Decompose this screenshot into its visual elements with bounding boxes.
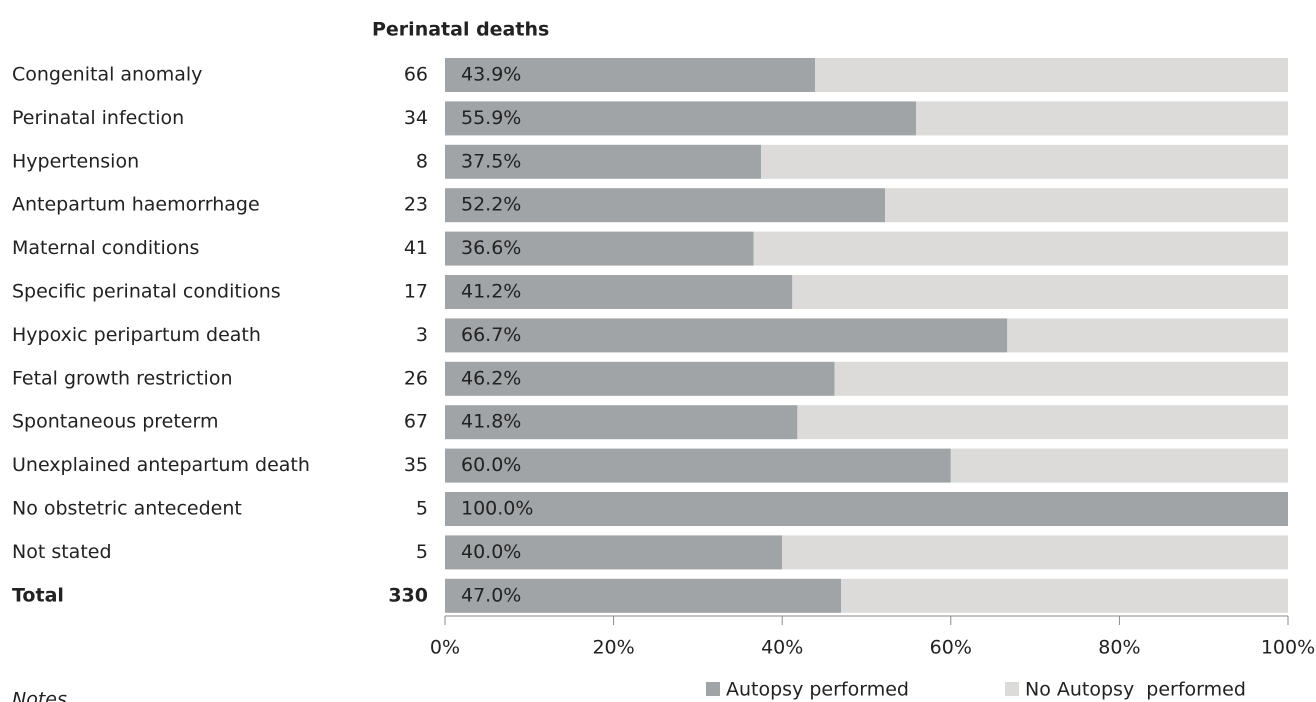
count-label: 17 (404, 281, 428, 303)
value-label: 41.8% (461, 411, 521, 433)
bar-segment (445, 188, 886, 223)
value-label: 55.9% (461, 107, 521, 129)
x-tick-label: 20% (592, 637, 634, 659)
category-label: Congenital anomaly (12, 64, 202, 86)
bar-segment (445, 144, 762, 179)
category-label: No obstetric antecedent (12, 498, 242, 520)
x-tick-label: 40% (761, 637, 803, 659)
count-label: 5 (416, 541, 428, 563)
legend-swatch (1005, 682, 1019, 696)
counts-title: Perinatal deaths (372, 19, 549, 41)
bar-segment (761, 144, 1288, 179)
category-label: Specific perinatal conditions (12, 281, 281, 303)
count-label: 26 (404, 367, 428, 389)
bar-segment (753, 231, 1288, 266)
count-label: 35 (404, 454, 428, 476)
count-label: 67 (404, 411, 428, 433)
count-label: 5 (416, 498, 428, 520)
value-label: 43.9% (461, 64, 521, 86)
bar-segment (445, 318, 1008, 353)
x-tick-label: 60% (930, 637, 972, 659)
category-label: Not stated (12, 541, 112, 563)
bar-segment (797, 405, 1288, 440)
value-label: 37.5% (461, 150, 521, 172)
bar-segment (782, 535, 1288, 570)
value-label: 47.0% (461, 584, 521, 606)
category-label: Maternal conditions (12, 237, 199, 259)
value-label: 100.0% (461, 498, 533, 520)
legend-swatch (706, 682, 720, 696)
bar-segment (445, 101, 917, 136)
note: Notes (12, 689, 67, 702)
x-tick-label: 80% (1098, 637, 1140, 659)
bar-segment (445, 275, 793, 309)
bar-segment (815, 58, 1288, 92)
count-label: 3 (416, 324, 428, 346)
value-label: 40.0% (461, 541, 521, 563)
bar-segment (445, 492, 1288, 526)
bar-segment (916, 101, 1288, 136)
category-label: Perinatal infection (12, 107, 184, 129)
legend-label: Autopsy performed (726, 679, 909, 701)
count-label: 66 (404, 64, 428, 86)
bar-segment (445, 448, 951, 483)
count-label: 34 (404, 107, 428, 129)
bar-segment (445, 578, 842, 613)
bar-segment (885, 188, 1288, 223)
count-label: 41 (404, 237, 428, 259)
category-label: Spontaneous preterm (12, 411, 219, 433)
category-label: Unexplained antepartum death (12, 454, 310, 476)
x-tick-label: 0% (430, 637, 460, 659)
value-label: 36.6% (461, 237, 521, 259)
bar-segment (445, 535, 783, 570)
value-label: 60.0% (461, 454, 521, 476)
bar-segment (834, 361, 1288, 396)
bar-segment (1007, 318, 1288, 353)
category-label: Total (12, 584, 64, 606)
category-label: Hypoxic peripartum death (12, 324, 261, 346)
category-label: Hypertension (12, 150, 139, 172)
bar-segment (445, 58, 816, 92)
value-label: 52.2% (461, 194, 521, 216)
x-tick-label: 100% (1261, 637, 1315, 659)
count-label: 330 (388, 584, 428, 606)
bar-segment (792, 275, 1288, 309)
bar-segment (950, 448, 1288, 483)
count-label: 23 (404, 194, 428, 216)
bar-segment (841, 578, 1288, 613)
value-label: 66.7% (461, 324, 521, 346)
legend-label: No Autopsy performed (1025, 679, 1246, 701)
bar-segment (445, 231, 754, 266)
bar-segment (445, 405, 798, 440)
category-label: Fetal growth restriction (12, 367, 233, 389)
value-label: 46.2% (461, 367, 521, 389)
category-label: Antepartum haemorrhage (12, 194, 260, 216)
value-label: 41.2% (461, 281, 521, 303)
count-label: 8 (416, 150, 428, 172)
bar-segment (445, 361, 835, 396)
